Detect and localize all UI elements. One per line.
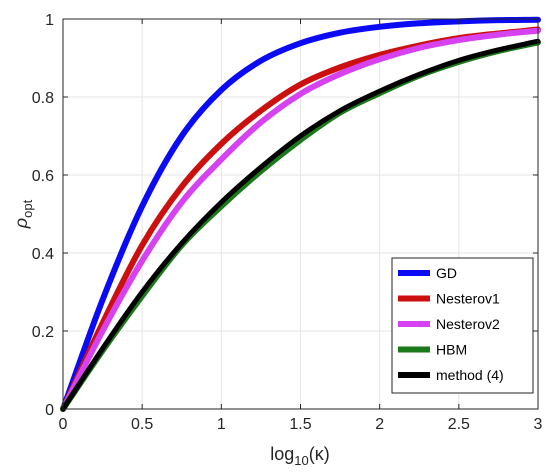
legend: GD Nesterov1 Nesterov2 HBM method (4) (391, 257, 534, 394)
ticks: 0 0.5 1 1.5 2 2.5 3 0 0.2 0.4 0.6 0.8 1 (32, 12, 543, 433)
series-line-nesterov2 (60, 27, 541, 412)
x-tick-label: 0 (59, 416, 68, 433)
y-axis-label: ρopt (11, 199, 35, 229)
y-tick-label: 0.8 (32, 90, 54, 107)
y-tick-label: 0.6 (32, 168, 54, 185)
x-axis-label: log10(κ) (270, 444, 330, 468)
x-tick-label: 2.5 (448, 416, 470, 433)
series-group (60, 16, 541, 412)
legend-label-nesterov2: Nesterov2 (436, 316, 500, 332)
y-tick-label: 0.4 (32, 246, 54, 263)
y-tick-label: 0 (45, 402, 54, 419)
x-tick-label: 0.5 (131, 416, 153, 433)
y-tick-label: 1 (45, 12, 54, 29)
x-tick-label: 1 (217, 416, 226, 433)
legend-label-nesterov1: Nesterov1 (436, 291, 500, 307)
legend-label-method-4: method (4) (436, 367, 504, 383)
y-tick-label: 0.2 (32, 324, 54, 341)
x-tick-label: 3 (534, 416, 543, 433)
x-tick-label: 2 (375, 416, 384, 433)
legend-label-gd: GD (436, 265, 457, 281)
x-tick-label: 1.5 (289, 416, 311, 433)
series-line-gd (60, 16, 541, 412)
series-line-method-4 (60, 38, 541, 412)
legend-label-hbm: HBM (436, 342, 467, 358)
